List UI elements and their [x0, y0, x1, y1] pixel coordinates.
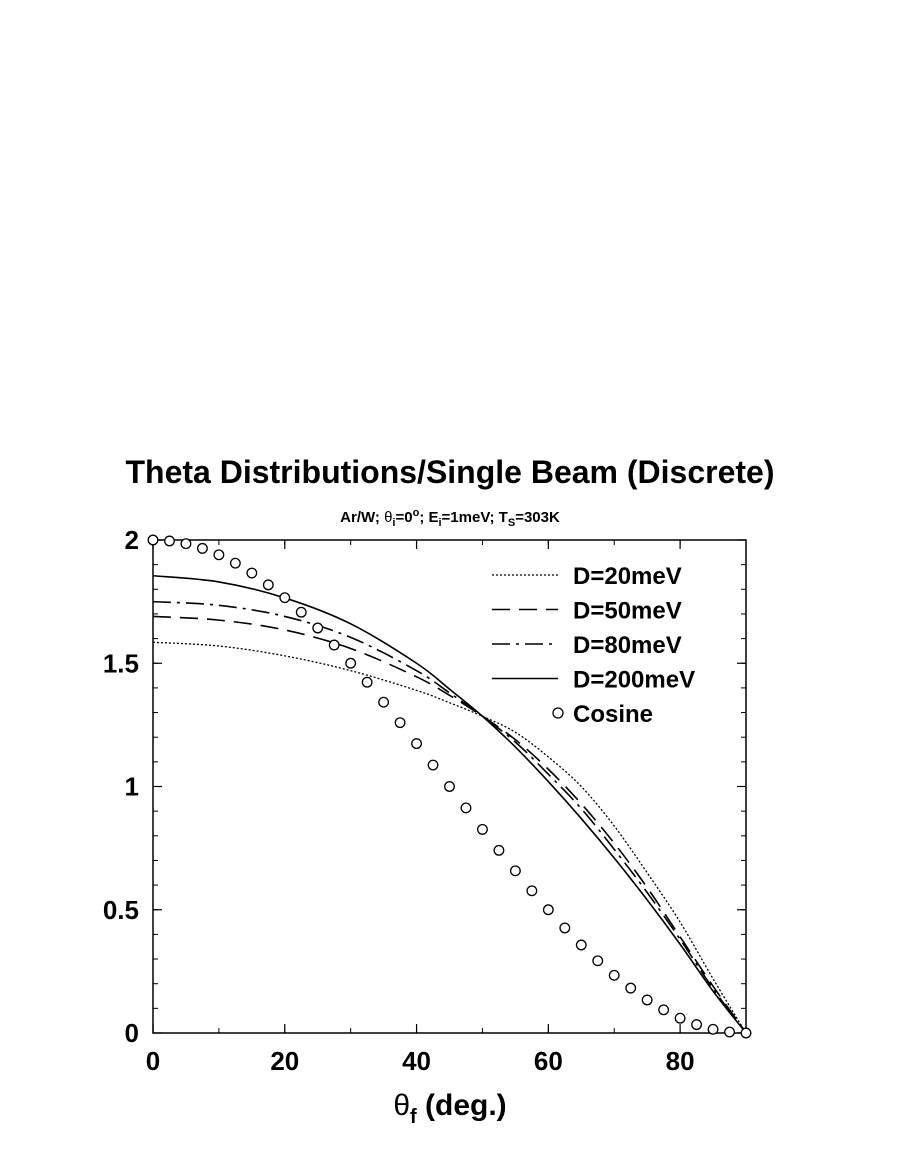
series-cosine-point [476, 823, 488, 835]
series-cosine-point [707, 1023, 719, 1035]
subtitle-degree: o [413, 507, 420, 519]
series-cosine-point [229, 557, 241, 569]
series-cosine-point [394, 717, 406, 729]
y-tick-label: 1 [125, 772, 139, 802]
subtitle-ei-value: =1meV; T [442, 509, 508, 526]
series-cosine-point [262, 579, 274, 591]
subtitle-ts-sub: S [508, 517, 515, 529]
series-d-50mev-line [152, 615, 747, 1034]
legend-d-20mev-label: D=20meV [573, 563, 682, 590]
x-axis-label-text: (deg.) [417, 1089, 507, 1122]
series-d-80mev-line [152, 600, 747, 1034]
y-tick-label: 1.5 [103, 648, 139, 678]
x-axis-label-sub: f [410, 1106, 417, 1128]
series-cosine-point [526, 885, 538, 897]
series-d-200mev-line [152, 574, 747, 1034]
legend-cosine-marker [552, 707, 564, 719]
subtitle-theta-value: =0 [395, 509, 412, 526]
series-cosine-point [312, 622, 324, 634]
series-cosine-point [658, 1004, 670, 1016]
series-cosine-point [213, 549, 225, 561]
series-cosine-point [147, 534, 159, 546]
series-cosine-point [592, 955, 604, 967]
series-cosine-point [378, 696, 390, 708]
x-tick-label: 20 [270, 1046, 299, 1076]
series-cosine-point [674, 1012, 686, 1024]
series-cosine-point [509, 865, 521, 877]
legend-d-200mev-label: D=200meV [573, 667, 695, 694]
y-tick-label: 0.5 [103, 895, 139, 925]
series-cosine-point [361, 676, 373, 688]
series-d-20mev-line [152, 641, 747, 1034]
y-tick-label: 2 [125, 525, 139, 555]
x-tick-label: 80 [666, 1046, 695, 1076]
series-cosine-point [444, 781, 455, 792]
subtitle-ei-prefix: ; E [419, 509, 438, 526]
series-cosine-point [691, 1019, 703, 1031]
legend-d-80mev-label: D=80meV [573, 632, 682, 659]
subtitle-ts-value: =303K [515, 509, 560, 526]
series-cosine-point [559, 922, 571, 934]
series-cosine-point [196, 542, 208, 554]
series-cosine-point [542, 904, 554, 916]
series-cosine-point [164, 535, 175, 547]
x-tick-label: 40 [402, 1046, 431, 1076]
legend-d-50mev-label: D=50meV [573, 598, 682, 625]
series-cosine-point [493, 844, 505, 856]
x-tick-label: 0 [146, 1046, 160, 1076]
series-cosine-point [575, 939, 587, 951]
chart-title: Theta Distributions/Single Beam (Discret… [125, 454, 774, 490]
subtitle-system: Ar/W; [340, 509, 384, 526]
subtitle-ei-sub: i [438, 517, 441, 529]
legend-cosine-label: Cosine [573, 701, 653, 728]
y-tick-label: 0 [125, 1018, 139, 1048]
series-cosine-point [295, 606, 307, 618]
series-cosine-point [328, 639, 340, 651]
series-cosine-point [411, 738, 423, 750]
series-cosine-point [460, 802, 472, 814]
x-axis-label: θf (deg.) [393, 1089, 506, 1128]
chart-subtitle: Ar/W; θi=0o; Ei=1meV; TS=303K [340, 507, 560, 529]
series-cosine-point [608, 969, 620, 981]
plot-area: 00.511.520 20 40 60 80D=20meVD=50meVD=80meVD… [103, 525, 752, 1076]
series-cosine-point [279, 592, 291, 604]
series-cosine-point [724, 1026, 735, 1038]
series-cosine-point [427, 759, 439, 771]
series-cosine-point [625, 982, 637, 994]
series-cosine-point [641, 994, 653, 1006]
subtitle-theta-symbol: θ [384, 509, 392, 526]
series-cosine-point [345, 657, 357, 669]
subtitle-theta-sub: i [392, 517, 395, 529]
x-tick-label: 60 [534, 1046, 563, 1076]
series-cosine-point [246, 567, 258, 579]
series-cosine-point [740, 1027, 752, 1039]
series-cosine-point [180, 538, 192, 550]
x-axis-label-symbol: θ [393, 1089, 410, 1122]
